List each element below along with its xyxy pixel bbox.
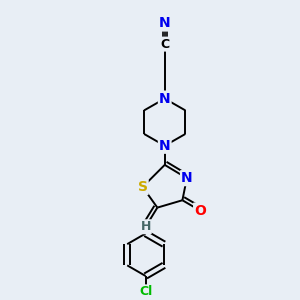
Text: Cl: Cl xyxy=(139,285,152,298)
Text: N: N xyxy=(159,139,170,153)
Text: S: S xyxy=(138,180,148,194)
Text: H: H xyxy=(140,220,151,233)
Text: N: N xyxy=(181,171,193,185)
Text: N: N xyxy=(159,16,170,31)
Text: O: O xyxy=(194,204,206,218)
Text: C: C xyxy=(160,38,169,51)
Text: N: N xyxy=(159,92,170,106)
